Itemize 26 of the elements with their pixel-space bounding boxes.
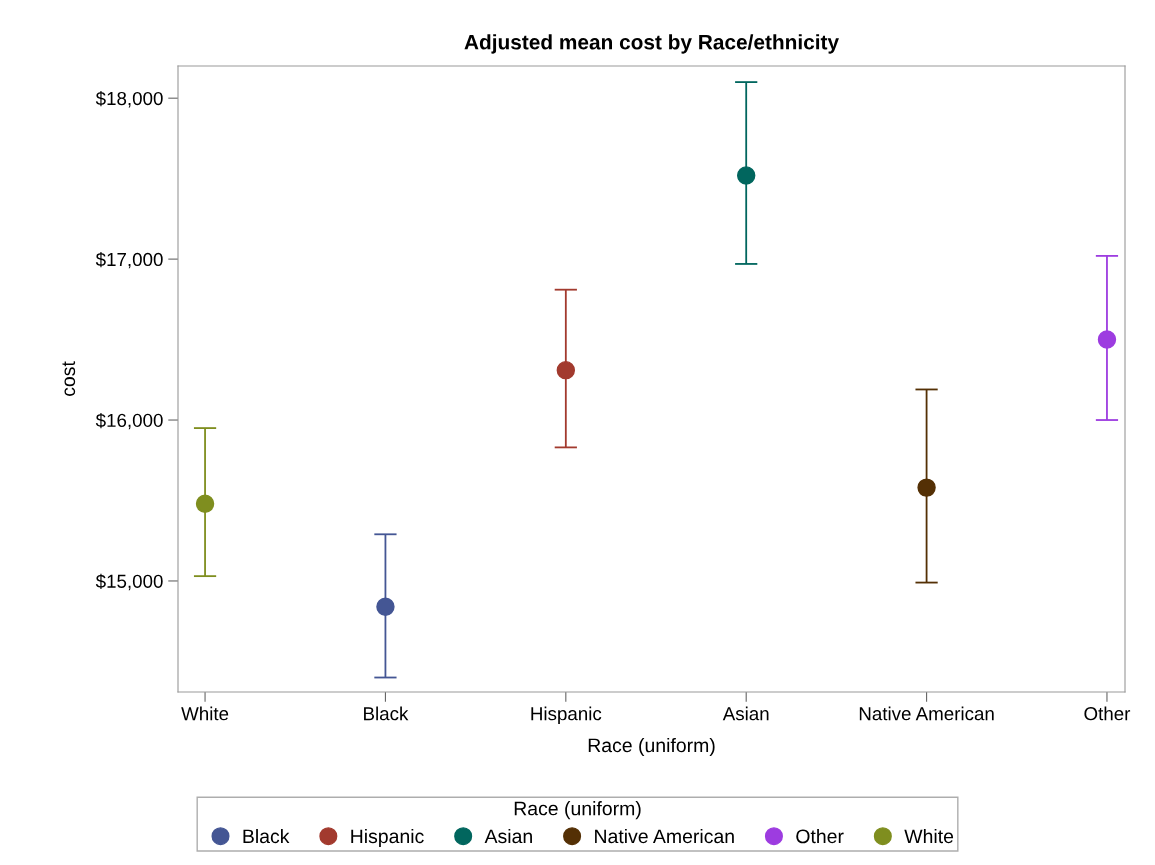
legend-title: Race (uniform) bbox=[514, 801, 641, 820]
x-tick-label: Native American bbox=[859, 706, 994, 721]
legend-label: Other bbox=[796, 828, 844, 844]
x-tick-label: White bbox=[181, 706, 229, 721]
legend-label: Asian bbox=[484, 828, 532, 844]
x-tick-label: Asian bbox=[722, 706, 769, 721]
point bbox=[195, 494, 215, 513]
legend-label: White bbox=[904, 828, 954, 844]
x-tick-label: Hispanic bbox=[531, 706, 602, 725]
y-tick-label: $17,000 bbox=[95, 252, 163, 269]
legend-label: Black bbox=[243, 828, 290, 844]
point bbox=[736, 166, 756, 185]
point bbox=[1097, 330, 1117, 349]
x-axis-title: Race (uniform) bbox=[588, 737, 715, 757]
point bbox=[556, 360, 576, 380]
y-tick-label: $18,000 bbox=[95, 91, 163, 108]
legend-label: Hispanic bbox=[351, 828, 424, 848]
y-tick-label: $15,000 bbox=[95, 573, 163, 591]
x-tick-label: Other bbox=[1084, 706, 1131, 721]
point bbox=[917, 478, 936, 497]
y-axis-title: cost bbox=[62, 361, 76, 396]
legend-label: Native American bbox=[595, 828, 734, 844]
chart-title: Adjusted mean cost by Race/ethnicity bbox=[464, 34, 839, 54]
y-tick-label: $16,000 bbox=[95, 412, 163, 430]
x-tick-label: Black bbox=[364, 706, 409, 721]
point bbox=[376, 597, 395, 616]
